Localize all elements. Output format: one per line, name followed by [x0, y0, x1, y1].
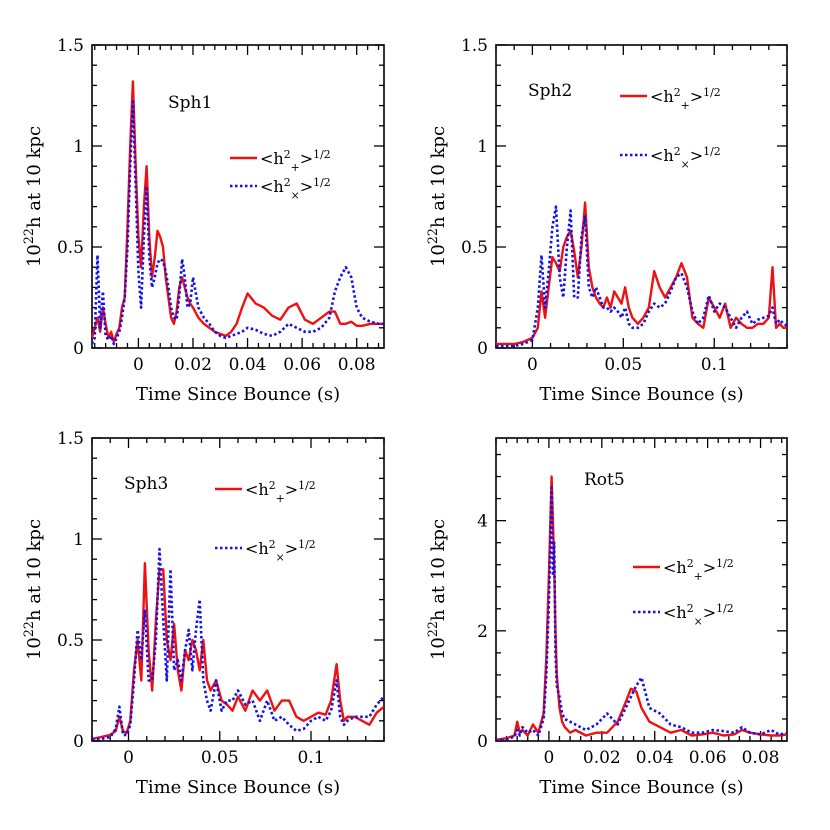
- x-axis-label: Time Since Bounce (s): [136, 384, 340, 405]
- y-axis-label: 1022h at 10 kpc: [21, 126, 46, 267]
- plot-frame: [91, 44, 385, 349]
- x-axis-label: Time Since Bounce (s): [539, 384, 743, 405]
- legend-label: <h2+>1/2: [245, 479, 316, 505]
- y-tick-label: 0: [477, 339, 488, 359]
- panel-title: Sph1: [168, 93, 212, 113]
- y-tick-label: 4: [477, 512, 488, 532]
- x-tick-label: 0.05: [604, 355, 642, 375]
- x-axis-label: Time Since Bounce (s): [136, 777, 340, 798]
- y-tick-label: 0.5: [461, 238, 488, 258]
- series-hplus-line: [496, 475, 787, 741]
- chart-panel-sph1: 0 0.02 0.04 0.06 0.08 0 0.5 1 1.5 Time Since Boun…: [21, 36, 385, 405]
- series-hplus-line: [496, 201, 787, 346]
- y-tick-label: 1: [73, 530, 84, 550]
- series-hx-line: [92, 547, 384, 741]
- y-axis-label: 1022h at 10 kpc: [425, 126, 450, 267]
- y-tick-label: 1.5: [461, 36, 488, 56]
- x-tick-label: 0: [543, 748, 554, 768]
- y-tick-label: 0.5: [57, 238, 84, 258]
- x-tick-label: 0.08: [338, 355, 376, 375]
- x-tick-label: 0.08: [742, 748, 780, 768]
- chart-panel-rot5: 0 0.02 0.04 0.06 0.08 0 2 4 Time Since Bounce (s…: [425, 437, 788, 798]
- y-tick-label: 0: [73, 339, 84, 359]
- legend-label: <h2+>1/2: [650, 86, 721, 112]
- x-tick-label: 0.06: [689, 748, 727, 768]
- legend-label: <h2×>1/2: [260, 176, 331, 202]
- y-tick-label: 1.5: [57, 429, 84, 449]
- panel-title: Sph3: [124, 474, 168, 494]
- x-tick-label: 0.04: [636, 748, 674, 768]
- legend-label: <h2+>1/2: [663, 557, 734, 583]
- legend-label: <h2×>1/2: [663, 602, 734, 628]
- y-tick-label: 0: [73, 732, 84, 752]
- legend-label: <h2+>1/2: [260, 148, 331, 174]
- x-tick-label: 0: [133, 355, 144, 375]
- y-tick-label: 1: [73, 137, 84, 157]
- y-axis-label: 1022h at 10 kpc: [21, 519, 46, 660]
- series-hplus-line: [92, 80, 384, 344]
- x-tick-label: 0.04: [229, 355, 267, 375]
- y-tick-label: 2: [477, 622, 488, 642]
- x-tick-label: 0.06: [283, 355, 321, 375]
- panel-title: Sph2: [528, 81, 572, 101]
- x-tick-label: 0.1: [297, 748, 324, 768]
- series-hx-line: [496, 486, 787, 741]
- y-tick-label: 0: [477, 732, 488, 752]
- panel-title: Rot5: [584, 470, 625, 490]
- plot-frame: [495, 437, 788, 742]
- x-tick-label: 0.1: [701, 355, 728, 375]
- x-tick-label: 0.05: [201, 748, 239, 768]
- chart-panel-sph2: 0 0.05 0.1 0 0.5 1 1.5 Time Since Bounce (s) 102…: [425, 36, 788, 405]
- x-tick-label: 0.02: [583, 748, 621, 768]
- series-hplus-line: [92, 562, 384, 741]
- x-tick-label: 0: [123, 748, 134, 768]
- legend-label: <h2×>1/2: [650, 145, 721, 171]
- x-tick-label: 0: [527, 355, 538, 375]
- y-tick-label: 1.5: [57, 36, 84, 56]
- y-tick-label: 0.5: [57, 631, 84, 651]
- legend-label: <h2×>1/2: [245, 538, 316, 564]
- x-tick-label: 0.02: [174, 355, 212, 375]
- series-hx-line: [496, 205, 787, 348]
- y-tick-label: 1: [477, 137, 488, 157]
- chart-panel-sph3: 0 0.05 0.1 0 0.5 1 1.5 Time Since Bounce (s) 102…: [21, 429, 385, 798]
- y-axis-label: 1022h at 10 kpc: [425, 519, 450, 660]
- x-axis-label: Time Since Bounce (s): [539, 777, 743, 798]
